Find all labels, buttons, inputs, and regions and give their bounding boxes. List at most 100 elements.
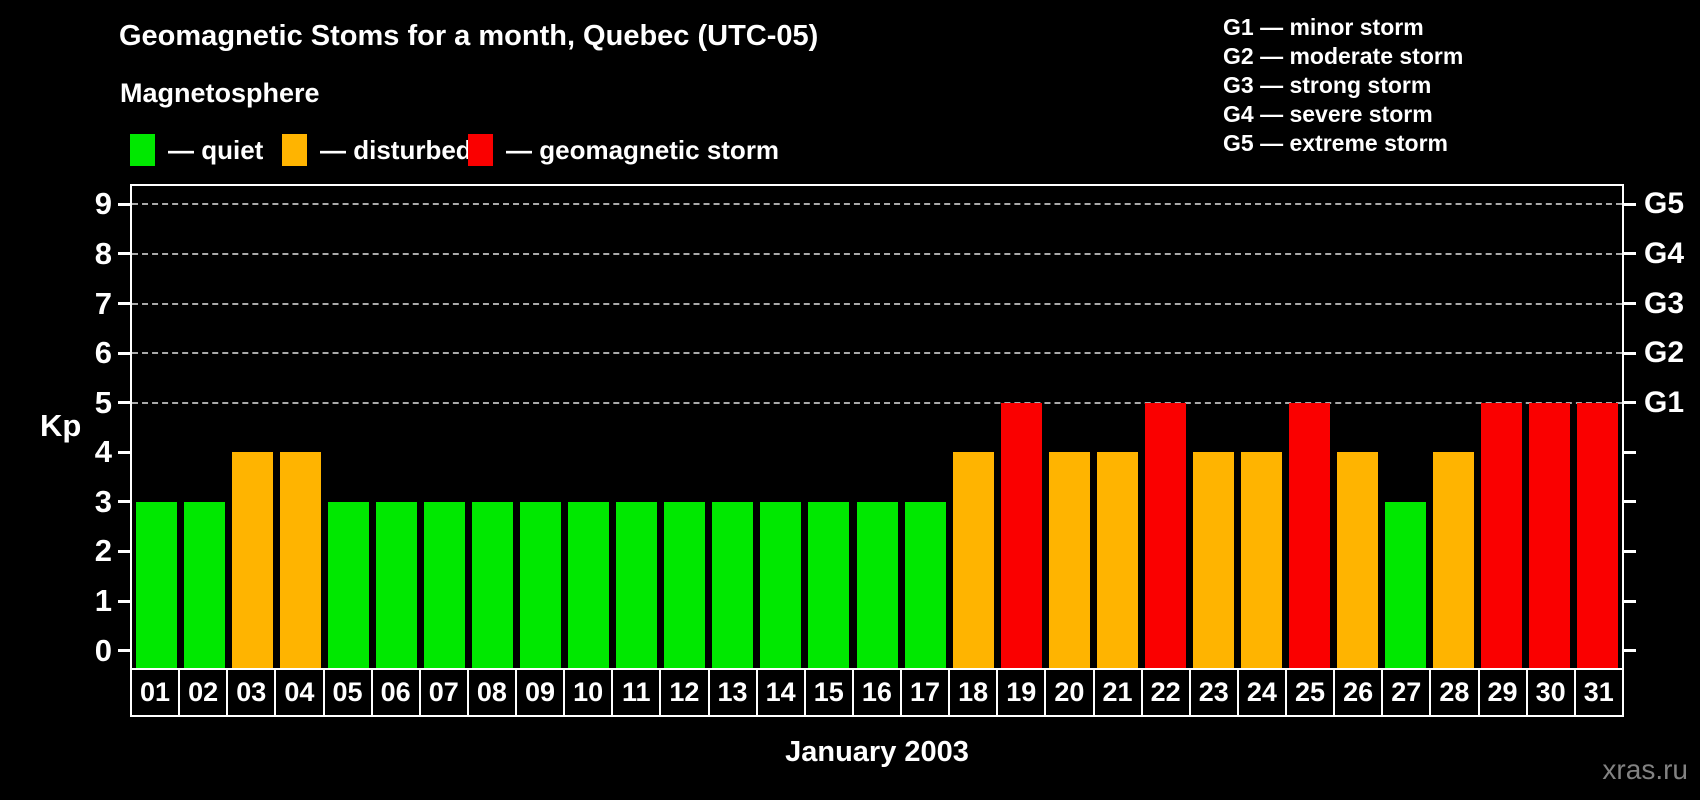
kp-bar-day-23	[1192, 452, 1234, 668]
y-axis-tick-label: 9	[94, 186, 112, 222]
day-label-cell: 03	[226, 668, 277, 717]
kp-bar-day-20	[1048, 452, 1090, 668]
day-label-cell: 11	[611, 668, 662, 717]
kp-bar-day-04	[279, 452, 321, 668]
y-axis-tick-label: 1	[94, 583, 112, 619]
kp-bar-day-17	[904, 501, 946, 668]
right-axis-tick	[1624, 401, 1636, 405]
day-label-cell: 29	[1477, 668, 1528, 717]
kp-bar-day-03	[231, 452, 273, 668]
right-axis-tick	[1624, 202, 1636, 206]
y-axis-tick-label: 7	[94, 285, 112, 321]
kp-bar-day-22	[1144, 402, 1186, 668]
right-axis-tick	[1624, 549, 1636, 553]
legend-item-disturbed: — disturbed	[282, 134, 472, 166]
storm-legend-label: — geomagnetic storm	[506, 134, 780, 165]
day-label-cell: 27	[1381, 668, 1432, 717]
kp-bar-day-18	[952, 452, 994, 668]
y-axis-tick	[118, 450, 130, 454]
y-axis-tick	[118, 401, 130, 405]
watermark: xras.ru	[1602, 754, 1688, 785]
kp-bar-day-07	[423, 501, 465, 668]
x-axis-day-labels: 01 02 03 04 05 06 07 08 09 10 11 12 13 14 15 16 17 18 19 20…	[130, 668, 1624, 717]
day-label-cell: 04	[274, 668, 325, 717]
day-label-cell: 28	[1429, 668, 1480, 717]
g-level-label-g2: G2	[1644, 336, 1685, 370]
day-label-cell: 31	[1573, 668, 1624, 717]
right-axis-tick	[1624, 351, 1636, 355]
g-level-label-g4: G4	[1644, 236, 1685, 270]
day-label-cell: 23	[1188, 668, 1239, 717]
right-axis-tick	[1624, 302, 1636, 306]
kp-bar-day-13	[712, 501, 754, 668]
g-level-label-g5: G5	[1644, 187, 1685, 221]
g-scale-legend-line-g5: G5 — extreme storm	[1223, 130, 1448, 156]
g-scale-legend-line-g2: G2 — moderate storm	[1223, 43, 1464, 69]
x-axis-title: January 2003	[785, 736, 969, 768]
day-label-cell: 08	[466, 668, 517, 717]
day-label-cell: 12	[659, 668, 710, 717]
kp-bar-day-29	[1481, 402, 1523, 668]
day-label-cell: 20	[1044, 668, 1095, 717]
magnetosphere-legend-heading: Magnetosphere	[120, 78, 320, 108]
day-label-cell: 16	[851, 668, 902, 717]
day-label-cell: 17	[900, 668, 951, 717]
gridline-kp6	[132, 352, 1622, 355]
day-label-cell: 05	[322, 668, 373, 717]
y-axis-tick-label: 3	[94, 483, 112, 519]
kp-bar-day-02	[183, 501, 225, 668]
y-axis-tick	[118, 302, 130, 306]
kp-bar-day-19	[1000, 402, 1042, 668]
day-label-cell: 26	[1333, 668, 1384, 717]
day-label-cell: 01	[130, 668, 181, 717]
day-label-cell: 24	[1236, 668, 1287, 717]
kp-bar-day-08	[471, 501, 513, 668]
kp-bar-day-01	[135, 501, 177, 668]
g-level-label-g3: G3	[1644, 286, 1685, 320]
y-axis-tick	[118, 351, 130, 355]
y-axis-tick-label: 6	[94, 335, 112, 371]
y-axis-tick-label: 0	[94, 632, 112, 668]
g-scale-legend-line-g1: G1 — minor storm	[1223, 14, 1424, 40]
y-axis-tick	[118, 649, 130, 653]
storm-color-swatch	[468, 134, 493, 166]
legend-item-storm: — geomagnetic storm	[468, 134, 779, 166]
day-label-cell: 22	[1140, 668, 1191, 717]
day-label-cell: 06	[370, 668, 421, 717]
gridline-kp9	[132, 203, 1622, 206]
y-axis-tick	[118, 202, 130, 206]
y-axis-tick	[118, 549, 130, 553]
disturbed-legend-label: — disturbed	[320, 134, 472, 165]
kp-bar-day-09	[520, 501, 562, 668]
right-axis-tick	[1624, 649, 1636, 653]
kp-bar-day-25	[1289, 402, 1331, 668]
kp-bar-day-27	[1385, 501, 1427, 668]
right-axis-tick	[1624, 599, 1636, 603]
kp-bar-day-21	[1096, 452, 1138, 668]
y-axis-label: Kp	[40, 408, 82, 443]
kp-bar-day-11	[616, 501, 658, 668]
gridline-kp7	[132, 302, 1622, 305]
kp-bar-day-30	[1529, 402, 1571, 668]
quiet-legend-label: — quiet	[168, 134, 264, 165]
kp-bar-day-10	[568, 501, 610, 668]
kp-bar-day-15	[808, 501, 850, 668]
g-scale-legend: G1 — minor storm G2 — moderate storm G3 …	[1223, 13, 1463, 158]
day-label-cell: 10	[563, 668, 614, 717]
y-axis-tick-label: 8	[94, 235, 112, 271]
day-label-cell: 18	[948, 668, 999, 717]
kp-bar-day-12	[664, 501, 706, 668]
day-label-cell: 02	[178, 668, 229, 717]
y-axis-tick	[118, 252, 130, 256]
day-label-cell: 14	[755, 668, 806, 717]
kp-bar-day-24	[1241, 452, 1283, 668]
kp-bar-day-05	[327, 501, 369, 668]
y-axis-tick-label: 2	[94, 533, 112, 569]
legend-item-quiet: — quiet	[130, 134, 263, 166]
kp-bar-day-16	[856, 501, 898, 668]
kp-bar-day-28	[1433, 452, 1475, 668]
disturbed-color-swatch	[282, 134, 307, 166]
right-axis-tick	[1624, 450, 1636, 454]
plot-area: 0 1 2 3 4 5 6 7 8 9 G1 G2 G3 G4 G5	[95, 184, 1684, 668]
